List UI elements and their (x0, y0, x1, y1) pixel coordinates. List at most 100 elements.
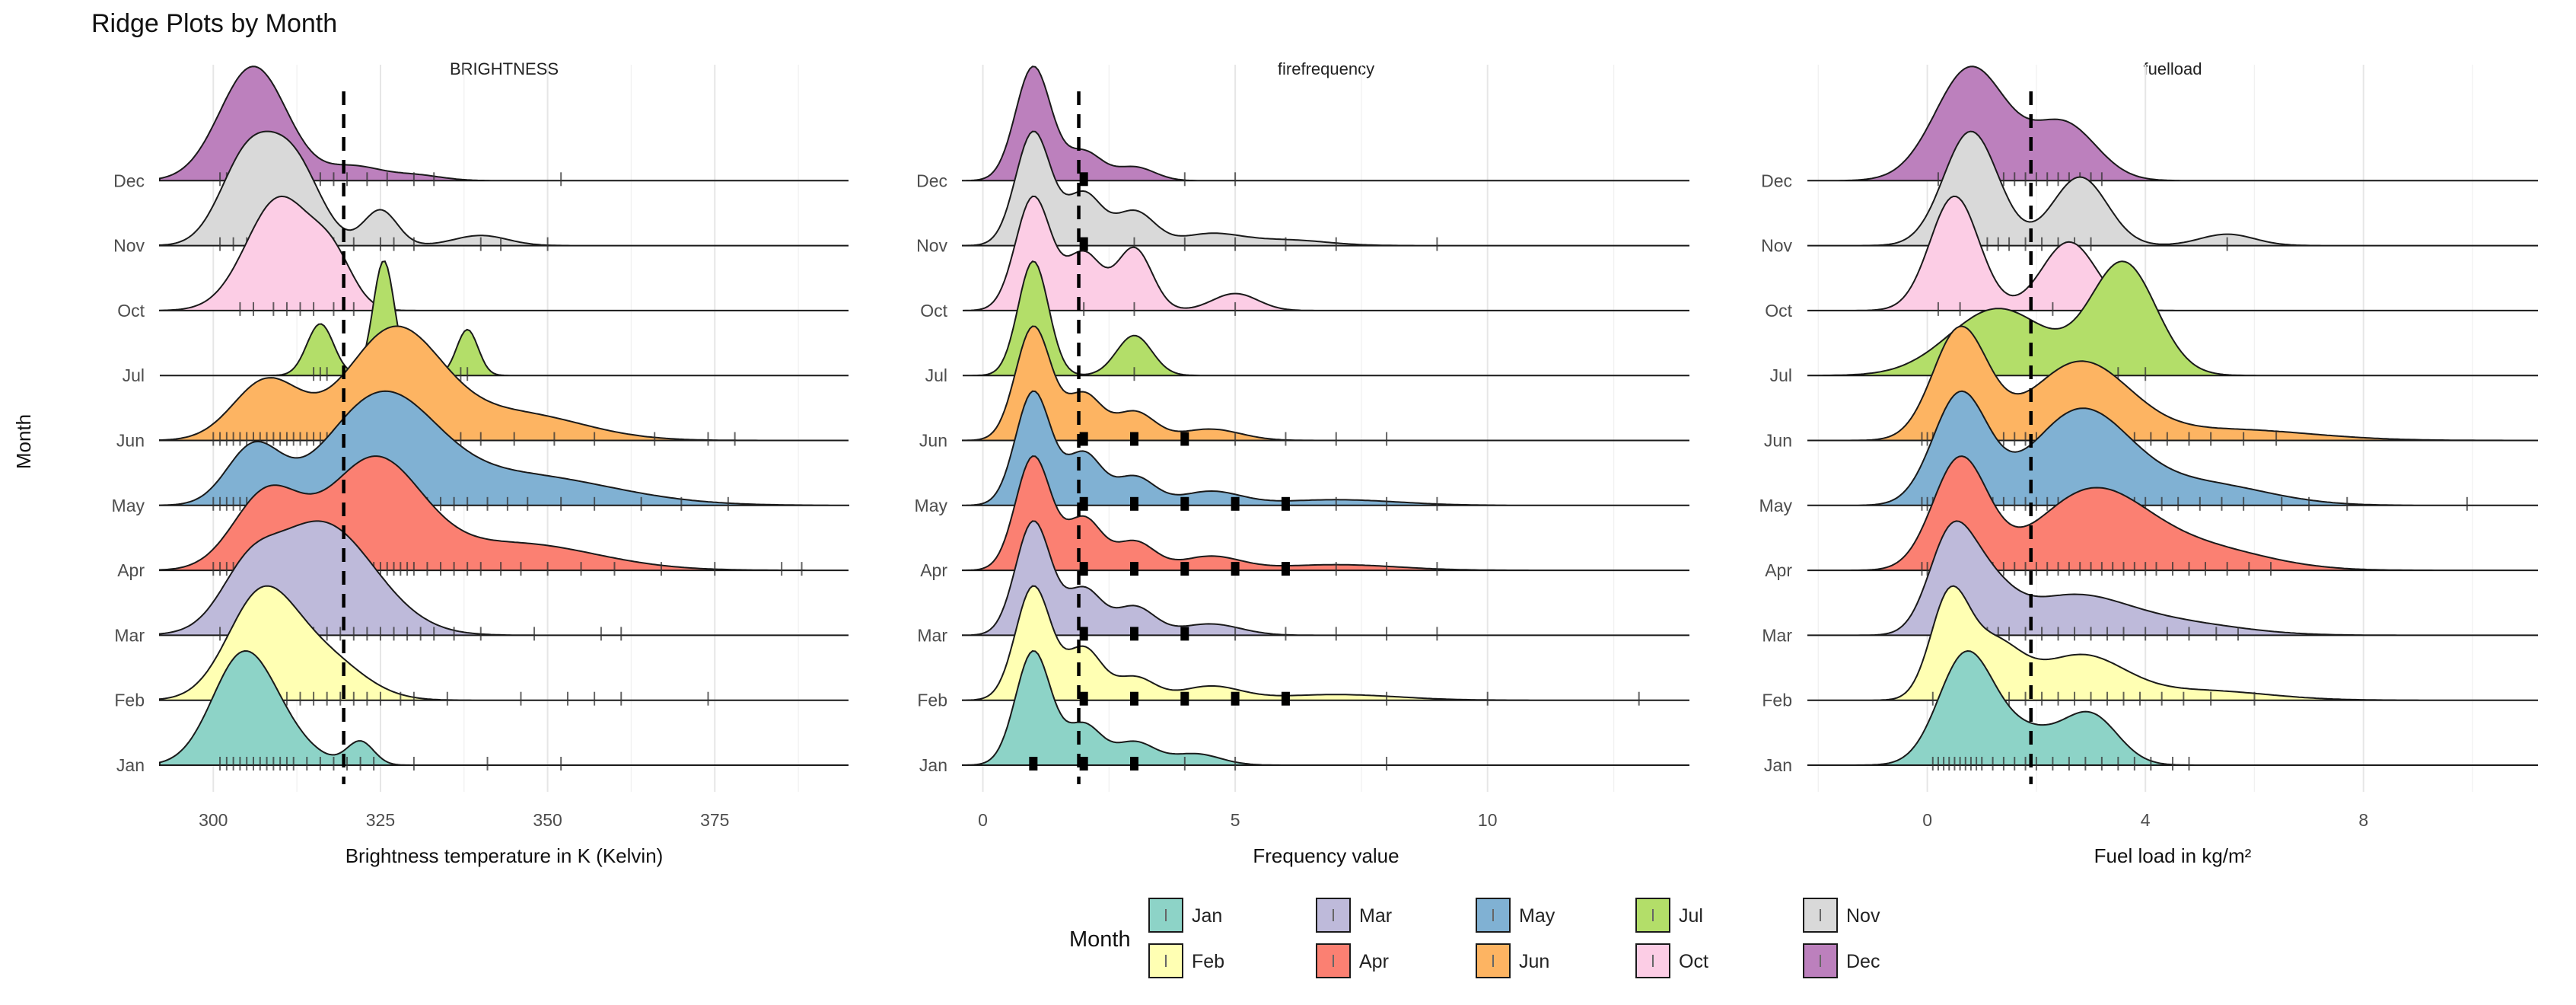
legend-label: Dec (1846, 951, 1880, 972)
ridge-Jan (962, 649, 1689, 766)
x-axis-label: Brightness temperature in K (Kelvin) (345, 844, 664, 867)
x-tick-label: 325 (366, 810, 395, 830)
ridge-Mar (1807, 520, 2538, 636)
month-tick-label: May (915, 496, 948, 515)
x-tick-label: 375 (700, 810, 729, 830)
month-tick-label: Jul (123, 365, 145, 385)
legend-item-Feb: Feb (1148, 943, 1224, 978)
month-tick-label: Mar (917, 625, 947, 645)
ridge-Feb (159, 585, 849, 701)
month-tick-label: Jun (116, 431, 145, 451)
month-tick-label: Jul (925, 365, 947, 385)
legend-label: Feb (1192, 951, 1224, 972)
ridge-Jul (160, 260, 849, 377)
ridge-Mar (159, 520, 849, 636)
panel-fuelload: fuelload Dec Nov Oct Jul Jun May Apr Mar Feb Jan 0 4… (1759, 59, 2538, 867)
legend-item-Dec: Dec (1803, 943, 1880, 978)
ridge-Jun (1807, 325, 2538, 442)
ridge-Jun (159, 325, 849, 442)
x-tick-label: 8 (2358, 810, 2368, 830)
x-tick-label: 350 (533, 810, 562, 830)
legend-label: Jun (1519, 951, 1549, 972)
legend-key-Feb (1148, 943, 1183, 978)
ridge-May (1807, 390, 2538, 506)
month-tick-label: Jan (919, 755, 947, 775)
ridge-Dec (159, 65, 849, 182)
legend-item-Nov: Nov (1803, 898, 1880, 933)
month-tick-label: Jun (1764, 431, 1792, 451)
month-tick-label: Mar (114, 625, 145, 645)
ridge-Jul (963, 260, 1689, 377)
ridge-Oct (962, 195, 1689, 311)
month-tick-label: Jan (116, 755, 145, 775)
month-tick-label: Apr (117, 560, 145, 580)
month-tick-label: Oct (117, 301, 145, 321)
month-tick-label: Feb (114, 691, 145, 710)
ridge-Jan (159, 649, 849, 766)
legend-item-Oct: Oct (1635, 943, 1708, 978)
legend-label: Jul (1679, 905, 1703, 927)
month-tick-label: Nov (916, 236, 947, 256)
month-tick-label: Feb (917, 691, 947, 710)
panel-title: BRIGHTNESS (450, 59, 559, 78)
legend-label: Oct (1679, 951, 1708, 972)
legend-label: Mar (1359, 905, 1392, 927)
month-tick-label: May (1759, 496, 1793, 515)
month-tick-label: Oct (920, 301, 947, 321)
ridge-Oct (159, 195, 849, 311)
ridge-Dec (962, 65, 1689, 182)
ridge-Nov (159, 130, 849, 247)
month-tick-label: Apr (1765, 560, 1792, 580)
y-axis-label: Month (12, 414, 35, 469)
x-axis-label: Fuel load in kg/m² (2094, 844, 2252, 867)
ridge-Jun (962, 325, 1689, 442)
panels: BRIGHTNESS Dec Nov Oct Jul Jun May Apr Mar Feb Jan… (112, 59, 2538, 867)
month-tick-label: Oct (1765, 301, 1792, 321)
panel-BRIGHTNESS: BRIGHTNESS Dec Nov Oct Jul Jun May Apr Mar Feb Jan… (112, 59, 849, 867)
legend: Month Jan Feb Mar Apr May Jun Jul Oct Nov Dec (1069, 898, 1880, 978)
month-tick-label: Jul (1770, 365, 1792, 385)
ridge-Feb (1807, 585, 2538, 701)
ridge-Nov (962, 130, 1689, 247)
month-tick-label: Dec (1761, 171, 1792, 190)
legend-item-Jun: Jun (1476, 943, 1549, 978)
month-tick-label: Dec (113, 171, 145, 190)
month-tick-label: Mar (1762, 625, 1792, 645)
legend-item-Apr: Apr (1316, 943, 1389, 978)
ridge-Dec (1807, 65, 2538, 182)
ridge-Apr (1807, 455, 2538, 572)
month-tick-label: Nov (1761, 236, 1792, 256)
legend-label: Nov (1846, 905, 1880, 927)
ridge-May (159, 390, 849, 506)
ridge-Oct (1807, 195, 2538, 311)
month-tick-label: Apr (920, 560, 947, 580)
x-axis-label: Frequency value (1253, 844, 1399, 867)
x-tick-label: 5 (1231, 810, 1240, 830)
panel-firefrequency: firefrequency Dec Nov Oct Jul Jun May Apr Mar Feb… (915, 59, 1689, 867)
legend-item-Jul: Jul (1635, 898, 1703, 933)
x-tick-label: 10 (1478, 810, 1498, 830)
month-tick-label: Dec (916, 171, 947, 190)
legend-item-Jan: Jan (1148, 898, 1222, 933)
x-tick-label: 0 (1922, 810, 1932, 830)
ridge-Nov (1807, 130, 2538, 247)
ridge-Jan (1807, 649, 2538, 766)
panel-title: fuelload (2143, 59, 2202, 78)
month-tick-label: Nov (113, 236, 145, 256)
figure-title: Ridge Plots by Month (91, 9, 337, 38)
legend-title: Month (1069, 927, 1131, 952)
x-tick-label: 4 (2141, 810, 2151, 830)
month-tick-label: Jan (1764, 755, 1792, 775)
month-tick-label: Jun (919, 431, 947, 451)
legend-label: May (1519, 905, 1555, 927)
month-tick-label: May (112, 496, 145, 515)
ridge-Jul (1807, 260, 2538, 377)
legend-key-Apr (1316, 943, 1351, 978)
legend-item-May: May (1476, 898, 1555, 933)
month-tick-label: Feb (1762, 691, 1792, 710)
legend-label: Apr (1359, 951, 1389, 972)
panel-title: firefrequency (1278, 59, 1374, 78)
legend-item-Mar: Mar (1316, 898, 1392, 933)
legend-label: Jan (1192, 905, 1222, 927)
